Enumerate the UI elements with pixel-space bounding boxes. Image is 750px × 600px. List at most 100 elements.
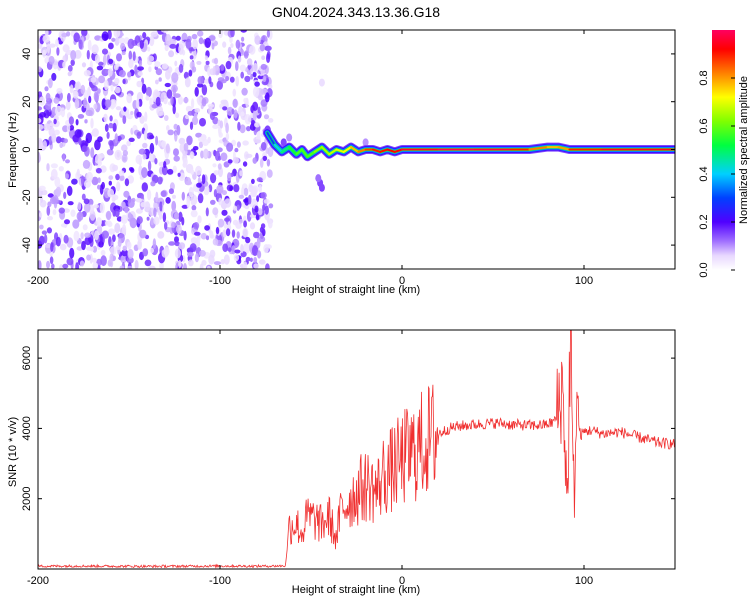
noise-blob — [190, 169, 195, 175]
noise-blob — [62, 61, 66, 69]
noise-blob — [92, 245, 98, 253]
noise-blob — [147, 55, 155, 62]
noise-blob — [81, 30, 88, 37]
noise-blob — [138, 148, 146, 155]
x-tick-label: 100 — [575, 275, 593, 287]
noise-blob — [44, 244, 52, 248]
noise-blob — [257, 75, 265, 80]
noise-blob — [105, 210, 112, 221]
noise-blob — [117, 238, 122, 247]
y-tick-label: -40 — [21, 237, 33, 253]
noise-blob — [91, 176, 99, 186]
noise-blob — [163, 95, 168, 105]
noise-blob — [81, 175, 85, 187]
noise-blob — [262, 75, 267, 83]
noise-blob — [178, 242, 186, 250]
noise-blob — [259, 44, 266, 52]
noise-blob — [128, 59, 134, 69]
noise-blob — [178, 96, 183, 105]
outlier-point — [362, 138, 369, 147]
noise-blob — [127, 212, 132, 219]
noise-blob — [84, 232, 91, 238]
noise-blob — [144, 259, 152, 267]
noise-blob — [96, 217, 102, 227]
noise-blob — [240, 111, 245, 117]
noise-blob — [76, 246, 83, 251]
noise-blob — [120, 201, 126, 209]
y-tick-label: 4000 — [21, 416, 33, 440]
noise-blob — [124, 205, 129, 214]
noise-blob — [185, 105, 193, 113]
signal-ridge-segment — [266, 131, 276, 146]
noise-blob — [63, 208, 70, 213]
colorbar-label: Normalized spectral amplitude — [738, 76, 750, 224]
noise-blob — [234, 249, 241, 254]
noise-blob — [85, 109, 93, 117]
noise-blob — [253, 231, 260, 239]
noise-blob — [172, 104, 176, 115]
noise-blob — [225, 228, 231, 237]
noise-blob — [81, 145, 88, 152]
noise-blob — [209, 230, 214, 239]
noise-blob — [212, 163, 217, 168]
noise-blob — [161, 30, 169, 33]
noise-blob — [230, 43, 234, 48]
snr-plot-area — [38, 330, 675, 569]
signal-ridge-segment — [350, 146, 360, 153]
noise-blob — [243, 220, 248, 228]
noise-blob — [197, 215, 202, 224]
noise-blob — [155, 68, 163, 76]
noise-blob — [248, 45, 256, 55]
noise-blob — [253, 257, 258, 264]
noise-blob — [137, 66, 144, 71]
noise-blob — [168, 50, 175, 58]
noise-blob — [127, 38, 135, 49]
signal-ridge-segment — [528, 146, 549, 151]
noise-blob — [47, 216, 53, 221]
noise-blob — [79, 260, 85, 267]
noise-blob — [194, 253, 199, 263]
noise-blob — [104, 220, 109, 226]
noise-blob — [267, 146, 274, 158]
noise-blob — [109, 253, 113, 263]
noise-blob — [191, 33, 198, 40]
noise-blob — [53, 97, 60, 104]
noise-blob — [102, 54, 107, 66]
noise-blob — [254, 205, 259, 213]
colorbar-tick-label: 0.8 — [698, 70, 710, 85]
noise-blob — [261, 55, 266, 60]
noise-blob — [191, 116, 199, 126]
noise-blob — [64, 219, 70, 225]
y-tick-label: 40 — [21, 48, 33, 60]
noise-blob — [90, 77, 97, 83]
noise-blob — [192, 146, 199, 151]
noise-blob — [166, 125, 170, 131]
noise-blob — [245, 236, 251, 244]
noise-blob — [227, 172, 232, 182]
noise-blob — [111, 37, 116, 42]
x-tick-label: 0 — [399, 575, 405, 587]
noise-blob — [182, 157, 188, 167]
noise-blob — [161, 249, 169, 258]
noise-blob — [188, 69, 193, 77]
noise-blob — [260, 142, 267, 151]
noise-blob — [197, 177, 201, 185]
noise-blob — [153, 207, 157, 218]
noise-blob — [98, 61, 104, 66]
noise-blob — [216, 184, 224, 194]
noise-blob — [256, 238, 261, 249]
noise-blob — [86, 171, 93, 182]
noise-blob — [260, 63, 267, 70]
noise-blob — [58, 166, 64, 172]
noise-blob — [147, 189, 152, 201]
noise-blob — [200, 232, 207, 240]
noise-blob — [38, 96, 46, 106]
noise-blob — [166, 168, 174, 175]
noise-blob — [258, 259, 266, 265]
noise-blob — [116, 181, 121, 192]
noise-blob — [82, 224, 88, 231]
noise-blob — [128, 50, 133, 61]
noise-blob — [177, 172, 181, 177]
noise-blob — [237, 55, 242, 63]
